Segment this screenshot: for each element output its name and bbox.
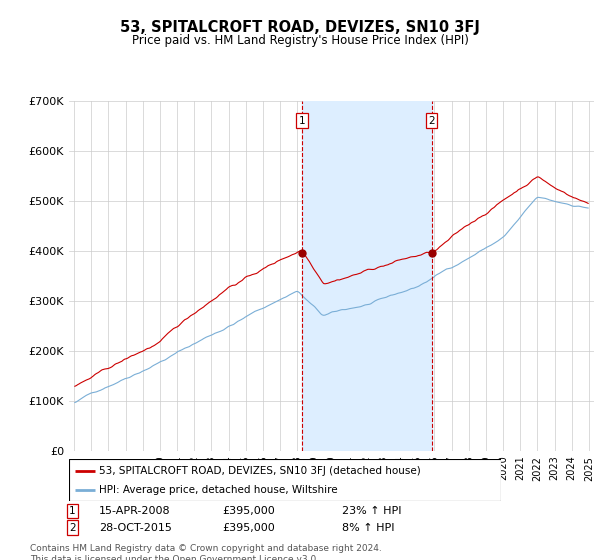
Text: HPI: Average price, detached house, Wiltshire: HPI: Average price, detached house, Wilt… xyxy=(99,485,338,495)
Text: 23% ↑ HPI: 23% ↑ HPI xyxy=(342,506,401,516)
Text: 2: 2 xyxy=(69,522,76,533)
Text: 28-OCT-2015: 28-OCT-2015 xyxy=(99,522,172,533)
Bar xyxy=(302,101,431,451)
Text: 8% ↑ HPI: 8% ↑ HPI xyxy=(342,522,395,533)
Text: Contains HM Land Registry data © Crown copyright and database right 2024.
This d: Contains HM Land Registry data © Crown c… xyxy=(30,544,382,560)
Text: 53, SPITALCROFT ROAD, DEVIZES, SN10 3FJ: 53, SPITALCROFT ROAD, DEVIZES, SN10 3FJ xyxy=(120,20,480,35)
Text: 2: 2 xyxy=(428,116,435,126)
Text: £395,000: £395,000 xyxy=(222,506,275,516)
Text: 1: 1 xyxy=(299,116,305,126)
Text: 53, SPITALCROFT ROAD, DEVIZES, SN10 3FJ (detached house): 53, SPITALCROFT ROAD, DEVIZES, SN10 3FJ … xyxy=(99,465,421,475)
Text: 1: 1 xyxy=(69,506,76,516)
Text: Price paid vs. HM Land Registry's House Price Index (HPI): Price paid vs. HM Land Registry's House … xyxy=(131,34,469,46)
Text: 15-APR-2008: 15-APR-2008 xyxy=(99,506,170,516)
Text: £395,000: £395,000 xyxy=(222,522,275,533)
